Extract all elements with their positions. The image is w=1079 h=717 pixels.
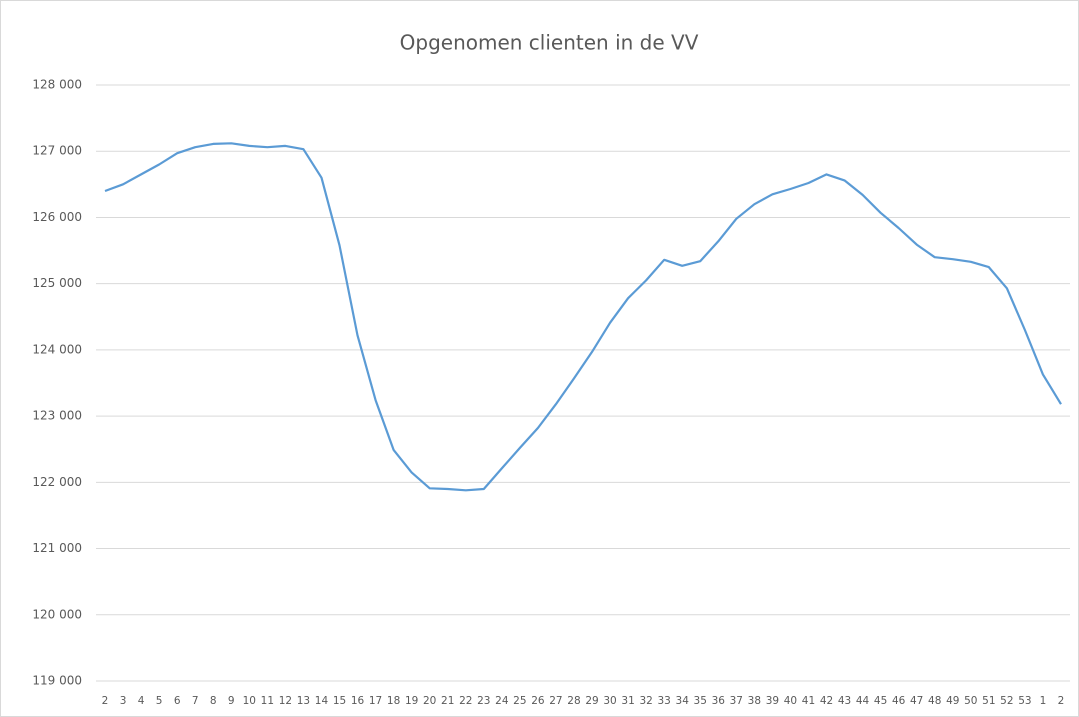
x-tick-label: 42 — [820, 695, 833, 707]
x-tick-label: 53 — [1018, 695, 1031, 707]
y-tick-label: 119 000 — [32, 674, 82, 688]
x-tick-label: 40 — [784, 695, 797, 707]
x-tick-label: 28 — [567, 695, 580, 707]
x-tick-label: 13 — [297, 695, 310, 707]
x-tick-label: 10 — [243, 695, 256, 707]
y-tick-label: 125 000 — [32, 276, 82, 290]
x-tick-label: 36 — [712, 695, 726, 707]
x-tick-label: 44 — [856, 695, 870, 707]
x-tick-label: 18 — [387, 695, 400, 707]
y-tick-label: 121 000 — [32, 541, 82, 555]
x-tick-label: 21 — [441, 695, 454, 707]
x-tick-label: 19 — [405, 695, 418, 707]
x-tick-label: 2 — [1058, 695, 1065, 707]
data-line — [104, 142, 1062, 492]
x-tick-label: 31 — [621, 695, 634, 707]
x-tick-label: 51 — [982, 695, 995, 707]
x-tick-label: 12 — [279, 695, 292, 707]
x-tick-label: 25 — [513, 695, 526, 707]
x-tick-label: 37 — [730, 695, 743, 707]
y-tick-label: 120 000 — [32, 607, 82, 621]
y-tick-label: 126 000 — [32, 210, 82, 224]
x-tick-label: 2 — [102, 695, 109, 707]
x-tick-label: 15 — [333, 695, 346, 707]
x-tick-label: 16 — [351, 695, 365, 707]
x-tick-label: 46 — [892, 695, 906, 707]
x-tick-label: 3 — [120, 695, 127, 707]
x-tick-label: 43 — [838, 695, 851, 707]
x-tick-label: 48 — [928, 695, 941, 707]
x-tick-label: 39 — [766, 695, 779, 707]
y-tick-label: 124 000 — [32, 342, 82, 356]
x-tick-label: 29 — [585, 695, 598, 707]
x-tick-label: 20 — [423, 695, 436, 707]
x-tick-label: 47 — [910, 695, 923, 707]
x-tick-label: 9 — [228, 695, 235, 707]
x-tick-label: 5 — [156, 695, 163, 707]
x-tick-label: 26 — [531, 695, 545, 707]
x-tick-label: 24 — [495, 695, 509, 707]
x-tick-label: 49 — [946, 695, 959, 707]
x-tick-label: 45 — [874, 695, 887, 707]
y-tick-label: 122 000 — [32, 475, 82, 489]
x-tick-label: 50 — [964, 695, 977, 707]
x-tick-label: 30 — [603, 695, 616, 707]
x-tick-label: 41 — [802, 695, 815, 707]
x-tick-label: 1 — [1040, 695, 1047, 707]
x-tick-label: 35 — [694, 695, 707, 707]
x-tick-label: 17 — [369, 695, 382, 707]
x-tick-label: 32 — [639, 695, 652, 707]
x-tick-label: 52 — [1000, 695, 1013, 707]
x-tick-label: 11 — [261, 695, 274, 707]
x-tick-label: 34 — [676, 695, 690, 707]
y-tick-label: 123 000 — [32, 409, 82, 423]
x-tick-label: 38 — [748, 695, 761, 707]
x-tick-label: 27 — [549, 695, 562, 707]
x-tick-label: 8 — [210, 695, 217, 707]
y-tick-label: 127 000 — [32, 144, 82, 158]
x-tick-label: 22 — [459, 695, 472, 707]
chart-title: Opgenomen clienten in de VV — [400, 31, 699, 55]
x-tick-label: 23 — [477, 695, 490, 707]
x-tick-label: 4 — [138, 695, 145, 707]
x-tick-label: 6 — [174, 695, 181, 707]
x-tick-label: 33 — [657, 695, 670, 707]
x-tick-label: 14 — [315, 695, 329, 707]
y-tick-label: 128 000 — [32, 78, 82, 92]
x-tick-label: 7 — [192, 695, 199, 707]
